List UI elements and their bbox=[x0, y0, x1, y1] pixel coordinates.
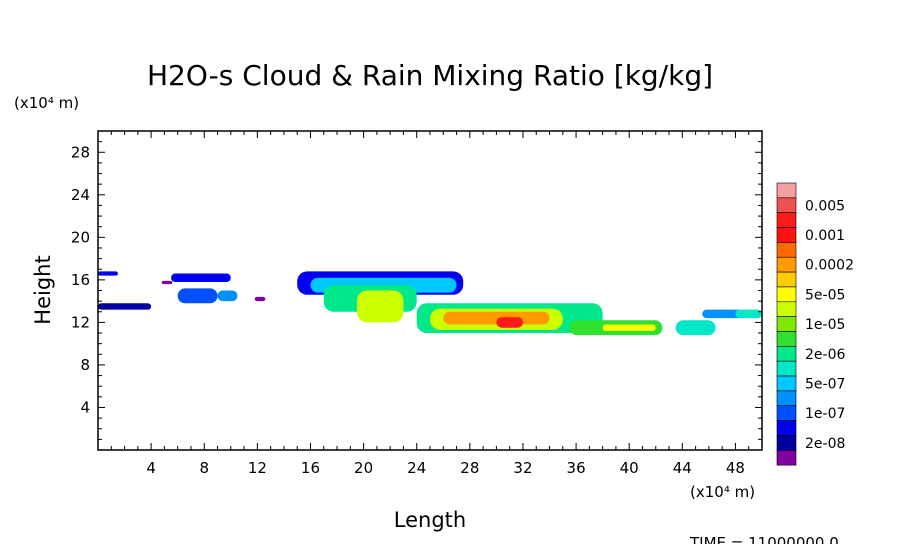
legend-swatch bbox=[776, 375, 797, 392]
y-axis-ticks: 4 8 12 16 20 24 28 bbox=[71, 141, 762, 440]
legend-swatch bbox=[776, 271, 797, 288]
legend-swatch bbox=[776, 331, 797, 347]
x-tick-label: 12 bbox=[248, 459, 267, 477]
x-axis-ticks: 4 8 12 16 20 24 28 32 36 40 44 48 bbox=[110, 131, 750, 477]
data-region-6 bbox=[254, 296, 266, 302]
data-region-17 bbox=[675, 320, 716, 336]
legend-swatch bbox=[776, 420, 797, 436]
data-region-13 bbox=[443, 311, 550, 325]
legend-swatch bbox=[776, 301, 797, 317]
y-tick-label: 16 bbox=[71, 271, 90, 289]
legend-label: 5e-05 bbox=[805, 287, 845, 303]
x-tick-label: 20 bbox=[354, 459, 373, 477]
legend-swatch bbox=[776, 346, 797, 362]
data-region-4 bbox=[177, 288, 218, 304]
data-layer bbox=[98, 271, 762, 336]
legend-label: 1e-05 bbox=[805, 317, 845, 333]
data-region-14 bbox=[496, 317, 523, 328]
legend-label: 0.0002 bbox=[805, 258, 854, 274]
x-tick-label: 44 bbox=[673, 459, 692, 477]
data-region-1 bbox=[98, 303, 152, 310]
y-unit-label: (x10⁴ m) bbox=[14, 94, 79, 112]
x-tick-label: 32 bbox=[513, 459, 532, 477]
x-tick-label: 24 bbox=[407, 459, 426, 477]
data-region-16 bbox=[602, 324, 656, 331]
x-tick-label: 36 bbox=[567, 459, 586, 477]
y-tick-label: 24 bbox=[71, 186, 90, 204]
legend-label: 0.005 bbox=[805, 198, 845, 214]
y-tick-label: 4 bbox=[80, 398, 90, 416]
legend-swatch bbox=[776, 449, 797, 466]
y-axis-label: Height bbox=[31, 255, 55, 324]
legend-swatch bbox=[776, 405, 797, 421]
data-region-19 bbox=[735, 309, 762, 319]
legend-swatch bbox=[776, 390, 797, 407]
legend-label: 2e-08 bbox=[805, 436, 845, 452]
legend-swatch bbox=[776, 182, 797, 199]
y-tick-label: 20 bbox=[71, 228, 90, 246]
legend-swatch bbox=[776, 197, 797, 214]
time-label: TIME = 11000000.0 bbox=[689, 534, 839, 544]
legend-label: 5e-07 bbox=[805, 376, 845, 392]
legend-swatch bbox=[776, 435, 797, 451]
x-unit-label: (x10⁴ m) bbox=[690, 483, 755, 501]
data-region-2 bbox=[161, 280, 173, 285]
x-axis-label: Length bbox=[394, 508, 466, 532]
x-tick-label: 16 bbox=[301, 459, 320, 477]
legend-swatch bbox=[776, 316, 797, 332]
data-region-5 bbox=[217, 290, 238, 302]
y-tick-label: 28 bbox=[71, 143, 90, 161]
data-region-3 bbox=[171, 273, 231, 282]
legend-swatch bbox=[776, 360, 797, 377]
legend-swatch bbox=[776, 286, 797, 303]
y-tick-label: 8 bbox=[80, 356, 90, 374]
legend-swatch bbox=[776, 227, 797, 243]
legend-label: 0.001 bbox=[805, 228, 845, 244]
x-tick-label: 8 bbox=[199, 459, 209, 477]
x-tick-label: 4 bbox=[146, 459, 156, 477]
data-region-10 bbox=[356, 290, 404, 323]
colorbar-legend: 0.005 0.001 0.0002 5e-05 1e-05 2e-06 5e-07 1e-0… bbox=[776, 182, 854, 466]
chart-title: H2O-s Cloud & Rain Mixing Ratio [kg/kg] bbox=[147, 59, 713, 92]
legend-swatch bbox=[776, 256, 797, 273]
x-tick-label: 28 bbox=[460, 459, 479, 477]
data-region-18 bbox=[702, 309, 743, 319]
legend-swatch bbox=[776, 212, 797, 228]
legend-label: 1e-07 bbox=[805, 406, 845, 422]
x-tick-label: 40 bbox=[620, 459, 639, 477]
data-region-0 bbox=[98, 271, 118, 276]
legend-label: 2e-06 bbox=[805, 347, 845, 363]
x-tick-label: 48 bbox=[726, 459, 745, 477]
legend-swatch bbox=[776, 242, 797, 258]
y-tick-label: 12 bbox=[71, 313, 90, 331]
